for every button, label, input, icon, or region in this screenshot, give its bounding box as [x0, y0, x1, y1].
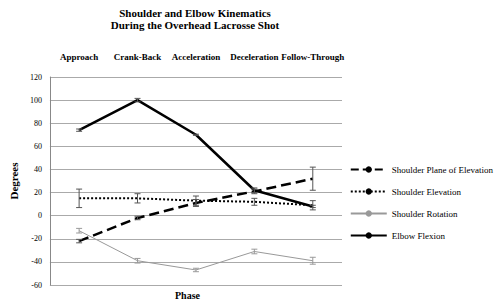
svg-text:60: 60	[34, 142, 42, 151]
svg-text:Acceleration: Acceleration	[172, 52, 220, 62]
svg-text:-20: -20	[31, 234, 42, 243]
svg-text:Degrees: Degrees	[8, 162, 20, 200]
svg-text:0: 0	[38, 211, 42, 220]
svg-text:20: 20	[34, 188, 42, 197]
svg-text:-60: -60	[31, 281, 42, 290]
svg-text:Follow-Through: Follow-Through	[281, 52, 344, 62]
svg-text:Shoulder and Elbow Kinematics: Shoulder and Elbow Kinematics	[119, 7, 271, 19]
svg-text:80: 80	[34, 119, 42, 128]
svg-text:Phase: Phase	[175, 290, 201, 301]
svg-text:Deceleration: Deceleration	[230, 52, 278, 62]
svg-text:During the Overhead Lacrosse S: During the Overhead Lacrosse Shot	[111, 19, 280, 31]
svg-text:Shoulder Rotation: Shoulder Rotation	[392, 209, 458, 219]
svg-text:100: 100	[30, 96, 42, 105]
svg-text:120: 120	[30, 73, 42, 82]
svg-text:Shoulder Plane of Elevation: Shoulder Plane of Elevation	[392, 165, 494, 175]
svg-text:Shoulder Elevation: Shoulder Elevation	[392, 187, 462, 197]
svg-text:Elbow Flexion: Elbow Flexion	[392, 231, 446, 241]
svg-text:-40: -40	[31, 257, 42, 266]
svg-text:40: 40	[34, 165, 42, 174]
svg-text:Crank-Back: Crank-Back	[114, 52, 162, 62]
svg-text:Approach: Approach	[60, 52, 98, 62]
